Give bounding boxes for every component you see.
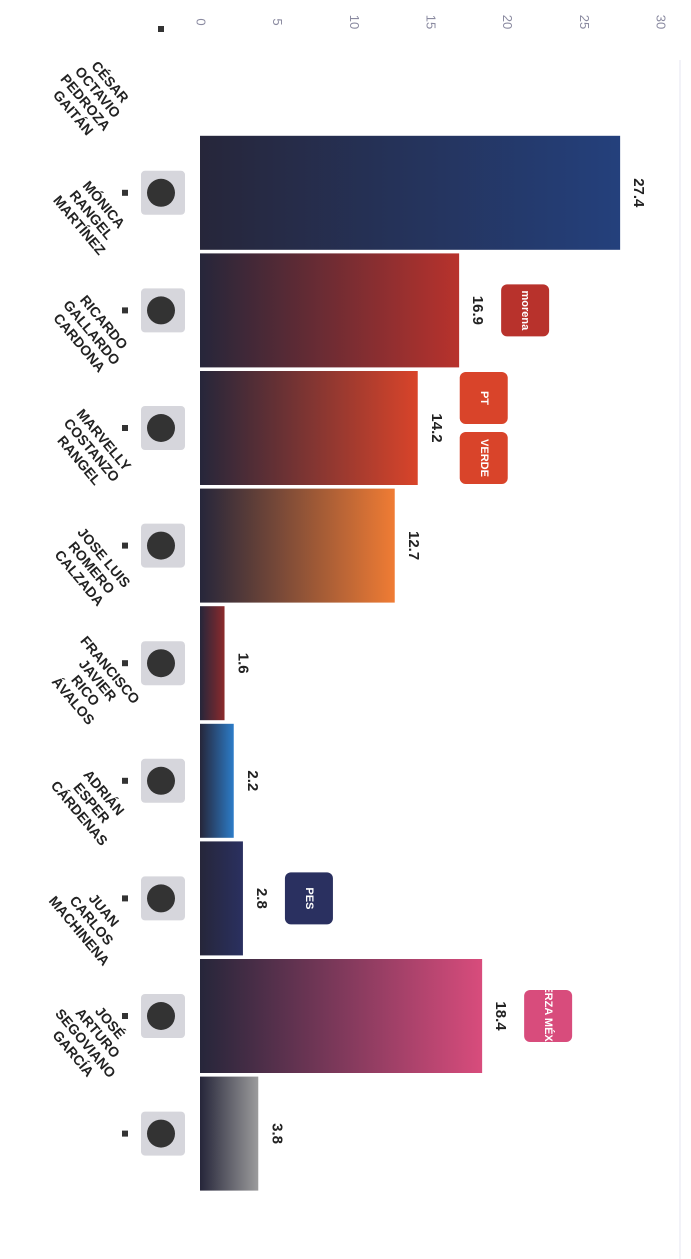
value-label: 3.8 [268, 1123, 285, 1144]
category-label: JOSÉARTUROSEGOVIANOGARCÍA [40, 985, 144, 1091]
bar [200, 371, 418, 485]
value-label: 14.2 [428, 413, 445, 442]
candidate-photo-face [147, 1002, 175, 1030]
x-tick-label: 0 [194, 18, 209, 25]
bar [199, 841, 243, 956]
candidate-photo-face [147, 531, 175, 560]
bullet [122, 660, 128, 667]
category-label: RICARDOGALLARDOCARDONA [48, 286, 136, 378]
category-label: JOSE LUISROMEROCALZADA [50, 524, 134, 611]
x-tick-label: 10 [347, 15, 362, 29]
bullet [122, 425, 128, 431]
bullet [122, 189, 128, 196]
x-tick-label: 5 [270, 18, 285, 25]
bullet [122, 895, 128, 902]
party-logo-text: FUERZA MÉXICO [542, 971, 555, 1062]
category-label: FRANCISCOJAVIERRICOÁVALOS [41, 633, 144, 738]
x-tick-label: 15 [424, 15, 439, 29]
bar [199, 1076, 259, 1191]
candidate-photo-face [147, 178, 175, 207]
candidate-photo-face [147, 296, 175, 325]
party-logo-text: PT [478, 391, 490, 405]
candidate-photo-face [147, 649, 175, 678]
bar [200, 959, 483, 1073]
party-logo [284, 872, 333, 925]
bar [199, 606, 225, 721]
party-logo [459, 372, 508, 424]
value-label: 12.7 [405, 531, 422, 560]
chart-frame: 0 5 10 15 20 25 30 27.4 CÉSAROCTAVIOPEDROZAGAITÁ… [40, 15, 681, 1259]
bullet [122, 542, 128, 549]
candidate-photo-face [147, 414, 175, 442]
bullet [122, 1013, 128, 1019]
candidate-photo-face [147, 766, 175, 795]
candidate-photo-face [147, 1119, 175, 1148]
bar [200, 723, 234, 838]
party-logo-text: VERDE [478, 439, 490, 477]
party-logo [524, 990, 573, 1042]
category-label: MARVELLYCOSTANZORANGEL [49, 405, 136, 495]
legend-marker [158, 26, 164, 32]
category-label: JUANCARLOSMACHINENA [46, 872, 138, 968]
value-label: 2.2 [244, 770, 261, 791]
value-label: 2.8 [253, 888, 270, 909]
bar [200, 253, 460, 368]
category-label: ADRIÁNESPERCÁRDENAS [48, 757, 136, 849]
party-logo [501, 284, 550, 337]
value-label: 27.4 [630, 178, 647, 208]
party-logo-text: morena [519, 291, 531, 332]
bullet [122, 1130, 128, 1137]
bar [200, 135, 621, 250]
value-label: 16.9 [469, 296, 486, 325]
party-logo [459, 432, 508, 484]
category-label: MÓNICARANGELMARTÍNEZ [50, 171, 134, 258]
bullet [122, 777, 128, 784]
bar [200, 488, 395, 603]
x-tick-label: 30 [654, 15, 669, 29]
x-tick-label: 20 [500, 15, 515, 29]
candidate-photo-face [147, 884, 175, 913]
x-tick-label: 25 [577, 15, 592, 29]
value-label: 1.6 [235, 653, 252, 674]
bullet [122, 307, 128, 314]
party-logo-text: PES [303, 887, 315, 909]
category-label: CÉSAROCTAVIOPEDROZAGAITÁN [45, 50, 138, 144]
value-label: 18.4 [492, 1001, 509, 1031]
